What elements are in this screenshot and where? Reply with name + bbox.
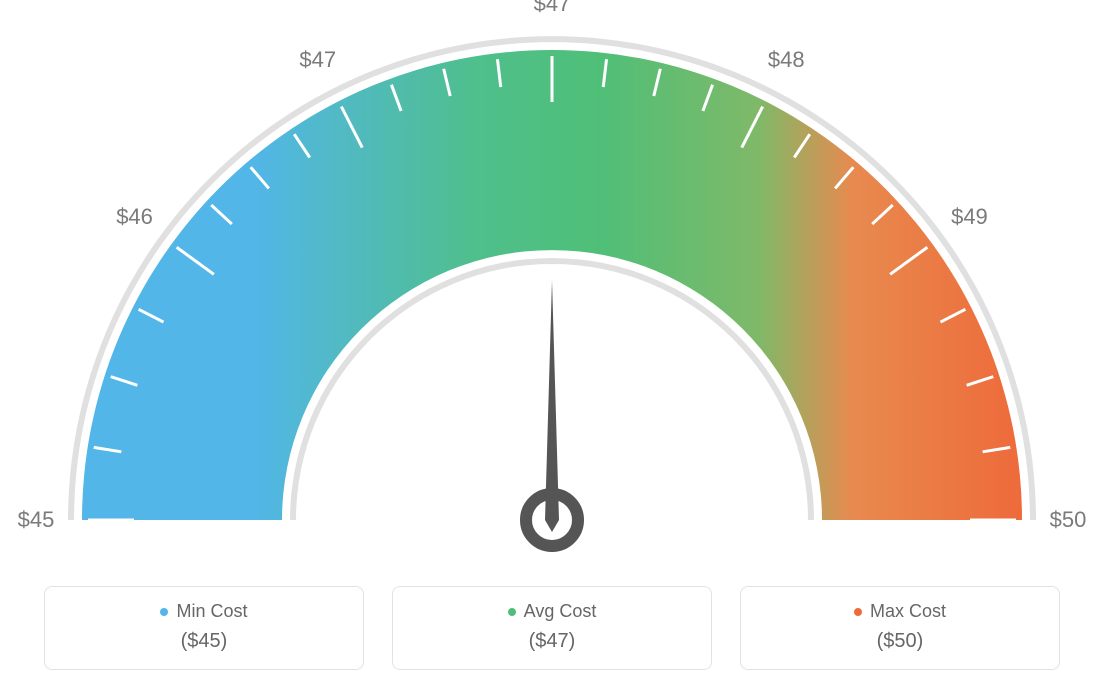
legend-title-min: Min Cost	[160, 601, 247, 622]
chart-container: $45 $46 $47 $47 $48 $49 $50 Min Cost ($45) Avg…	[0, 0, 1104, 690]
gauge-chart: $45 $46 $47 $47 $48 $49 $50	[0, 0, 1104, 560]
legend-card-min: Min Cost ($45)	[44, 586, 364, 670]
gauge-tick-label: $48	[768, 47, 805, 73]
gauge-tick-label: $47	[534, 0, 571, 17]
legend-dot-avg	[508, 608, 516, 616]
legend-title-max: Max Cost	[854, 601, 946, 622]
legend-row: Min Cost ($45) Avg Cost ($47) Max Cost (…	[0, 586, 1104, 670]
legend-value-min: ($45)	[63, 630, 345, 653]
legend-value-max: ($50)	[759, 630, 1041, 653]
legend-label-min: Min Cost	[176, 601, 247, 622]
gauge-tick-label: $46	[116, 204, 153, 230]
legend-card-avg: Avg Cost ($47)	[392, 586, 712, 670]
legend-dot-max	[854, 608, 862, 616]
legend-card-max: Max Cost ($50)	[740, 586, 1060, 670]
gauge-svg	[0, 0, 1104, 560]
gauge-tick-label: $50	[1050, 507, 1087, 533]
legend-dot-min	[160, 608, 168, 616]
gauge-tick-label: $47	[299, 47, 336, 73]
legend-label-avg: Avg Cost	[524, 601, 597, 622]
gauge-tick-label: $45	[18, 507, 55, 533]
gauge-tick-label: $49	[951, 204, 988, 230]
legend-title-avg: Avg Cost	[508, 601, 597, 622]
legend-value-avg: ($47)	[411, 630, 693, 653]
legend-label-max: Max Cost	[870, 601, 946, 622]
